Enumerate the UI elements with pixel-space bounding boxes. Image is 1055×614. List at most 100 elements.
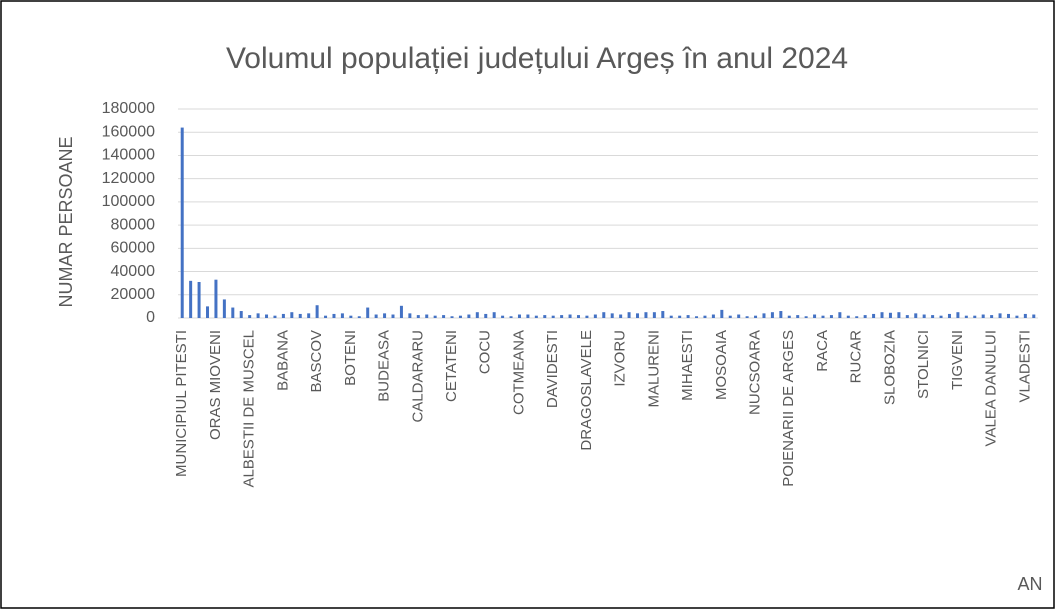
bar bbox=[332, 313, 336, 318]
bar bbox=[931, 315, 935, 318]
y-tick-label: 180000 bbox=[102, 100, 155, 117]
bar bbox=[1015, 315, 1019, 318]
bar bbox=[973, 315, 977, 318]
x-tick-label: TIGVENI bbox=[949, 330, 966, 390]
x-tick-label: BOTENI bbox=[342, 330, 359, 386]
bar bbox=[340, 313, 344, 318]
bar bbox=[998, 313, 1002, 318]
x-tick-label: POIENARII DE ARGES bbox=[780, 330, 797, 487]
x-tick-label: NUCSOARA bbox=[747, 330, 764, 415]
bar bbox=[214, 279, 218, 318]
bar bbox=[526, 314, 530, 318]
y-tick-label: 80000 bbox=[111, 216, 156, 233]
x-tick-label: CETATENI bbox=[443, 330, 460, 402]
bar bbox=[576, 315, 580, 318]
y-tick-label: 0 bbox=[146, 309, 155, 326]
x-axis-title: AN bbox=[1017, 574, 1042, 594]
x-tick-label: VALEA DANULUI bbox=[983, 330, 1000, 446]
bar bbox=[248, 315, 252, 318]
x-tick-label: IZVORU bbox=[612, 330, 629, 387]
bar bbox=[357, 316, 361, 318]
bar bbox=[686, 315, 690, 318]
bar bbox=[939, 315, 943, 318]
bar bbox=[265, 314, 269, 318]
bar bbox=[492, 312, 496, 318]
bar bbox=[307, 313, 311, 318]
y-tick-label: 160000 bbox=[102, 123, 155, 140]
bar bbox=[391, 314, 395, 318]
bar bbox=[231, 307, 235, 318]
x-tick-label: RUCAR bbox=[848, 330, 865, 384]
x-tick-label: COCU bbox=[477, 330, 494, 374]
bar bbox=[678, 315, 682, 318]
bar bbox=[374, 314, 378, 318]
bar bbox=[695, 316, 699, 318]
bar bbox=[703, 315, 707, 318]
x-tick-label: VLADESTI bbox=[1016, 330, 1033, 403]
bar bbox=[593, 314, 597, 318]
bar bbox=[1006, 313, 1010, 318]
x-tick-label: MOSOAIA bbox=[713, 330, 730, 400]
bar bbox=[239, 311, 243, 318]
bar bbox=[804, 316, 808, 318]
bar bbox=[610, 313, 614, 318]
bar bbox=[863, 315, 867, 318]
bar bbox=[1032, 314, 1036, 318]
bar bbox=[602, 312, 606, 318]
bar bbox=[442, 315, 446, 318]
bar bbox=[551, 315, 555, 318]
x-tick-label: SLOBOZIA bbox=[881, 330, 898, 405]
bar bbox=[838, 312, 842, 318]
x-tick-label: DRAGOSLAVELE bbox=[578, 330, 595, 451]
bar bbox=[568, 314, 572, 318]
bar bbox=[475, 312, 479, 318]
bar bbox=[964, 315, 968, 318]
bar bbox=[324, 315, 328, 318]
bar bbox=[981, 314, 985, 318]
bar bbox=[914, 313, 918, 318]
x-tick-label: RACA bbox=[814, 330, 831, 372]
bar bbox=[366, 307, 370, 318]
bar bbox=[821, 315, 825, 318]
bar bbox=[509, 316, 513, 318]
chart-title: Volumul populației județului Argeș în an… bbox=[226, 42, 848, 75]
bar bbox=[222, 299, 226, 318]
bar bbox=[1023, 313, 1027, 318]
bar bbox=[652, 312, 656, 318]
x-tick-label: STOLNICI bbox=[915, 330, 932, 399]
bar bbox=[644, 312, 648, 318]
bar bbox=[450, 316, 454, 318]
bar bbox=[180, 127, 184, 318]
bar bbox=[298, 313, 302, 318]
bar bbox=[433, 315, 437, 318]
x-tick-label: ALBESTII DE MUSCEL bbox=[241, 330, 258, 488]
bar bbox=[990, 315, 994, 318]
bar bbox=[787, 315, 791, 318]
y-axis-title: NUMAR PERSOANE bbox=[56, 136, 76, 307]
bar bbox=[947, 313, 951, 318]
bar bbox=[897, 312, 901, 318]
x-tick-label: ORAS MIOVENI bbox=[207, 330, 224, 440]
bar bbox=[416, 315, 420, 318]
bar bbox=[762, 313, 766, 318]
bar bbox=[425, 314, 429, 318]
bar bbox=[880, 312, 884, 318]
bar bbox=[720, 309, 724, 318]
x-tick-label: BABANA bbox=[274, 330, 291, 391]
bar bbox=[711, 314, 715, 318]
bar bbox=[281, 313, 285, 318]
bar bbox=[779, 311, 783, 318]
bar bbox=[636, 313, 640, 318]
bar bbox=[383, 313, 387, 318]
x-tick-label: DAVIDESTI bbox=[544, 330, 561, 408]
bar bbox=[855, 316, 859, 318]
bar bbox=[796, 315, 800, 318]
bar bbox=[399, 305, 403, 318]
bar bbox=[728, 315, 732, 318]
bar bbox=[349, 315, 353, 318]
bar bbox=[517, 314, 521, 318]
bar bbox=[189, 280, 193, 318]
bar bbox=[745, 316, 749, 318]
